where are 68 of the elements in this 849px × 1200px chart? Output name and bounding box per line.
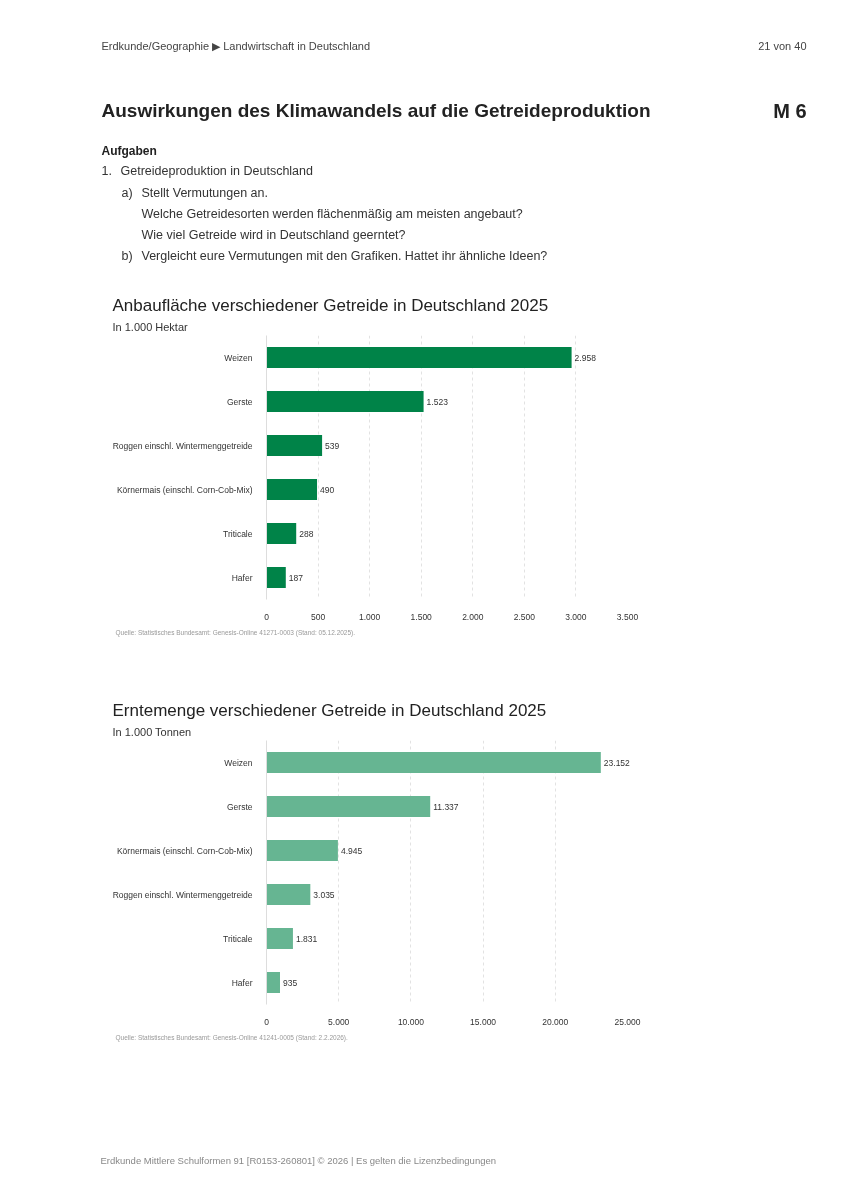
text: M 6 [773, 99, 807, 122]
text: 1. [101, 164, 112, 178]
y-tick-label: Weizen [224, 757, 253, 768]
data-label: 935 [283, 977, 298, 988]
text: Erdkunde/Geographie ▶ Landwirtschaft in Deutschland [101, 39, 370, 52]
text: b) [121, 248, 133, 263]
x-tick-label: 5.000 [328, 1016, 350, 1027]
text: Welche Getreidesorten werden flächenmäßig am meisten angebaut? [141, 206, 523, 221]
y-tick-label: Hafer [231, 572, 253, 583]
bar [266, 390, 424, 413]
text: a) [121, 185, 133, 200]
x-tick-label: 15.000 [470, 1016, 497, 1027]
y-tick-label: Hafer [231, 977, 253, 988]
y-tick-label: Körnermais (einschl. Corn-Cob-Mix) [116, 845, 253, 856]
bar [266, 795, 431, 818]
y-tick-label: Weizen [224, 352, 253, 363]
x-tick-label: 2.500 [513, 611, 536, 622]
x-tick-label: 500 [310, 611, 326, 622]
data-label: 11.337 [433, 801, 459, 812]
data-label: 4.945 [340, 845, 363, 856]
y-tick-label: Triticale [223, 933, 253, 944]
x-tick-label: 1.000 [359, 611, 381, 622]
text: In 1.000 Hektar [112, 320, 189, 333]
x-tick-label: 0 [264, 611, 270, 622]
bar [266, 751, 601, 774]
bar [266, 971, 280, 994]
text: Auswirkungen des Klimawandels auf die Getreideproduktion [101, 100, 651, 121]
x-tick-label: 10.000 [397, 1016, 425, 1027]
data-label: 539 [325, 440, 340, 451]
y-tick-label: Triticale [223, 528, 253, 539]
y-tick-label: Roggen einschl. Wintermenggetreide [112, 889, 253, 900]
bar [266, 346, 572, 369]
text: Stellt Vermutungen an. [141, 185, 268, 200]
x-tick-label: 25.000 [614, 1016, 641, 1027]
text: In 1.000 Tonnen [112, 725, 192, 738]
chart-title: Erntemenge verschiedener Getreide in Deutschland 2025 [112, 700, 547, 720]
text: 21 von 40 [758, 39, 807, 52]
text: Getreideproduktion in Deutschland [120, 163, 314, 178]
bar [266, 927, 293, 950]
x-tick-label: 20.000 [542, 1016, 569, 1027]
data-label: 490 [320, 484, 335, 495]
data-label: 1.523 [426, 396, 449, 407]
bar [266, 566, 286, 589]
data-label: 288 [299, 528, 314, 539]
data-label: 3.035 [313, 889, 335, 900]
y-tick-label: Gerste [226, 396, 253, 407]
y-tick-label: Gerste [226, 801, 253, 812]
data-label: 187 [288, 572, 304, 583]
data-label: 2.958 [574, 352, 597, 363]
text: Aufgaben [101, 143, 157, 158]
text: Erdkunde Mittlere Schulformen 91 [R0153-260801] © 2026 | Es gelten die Lizenzbedingungen [100, 1155, 497, 1166]
chart-title: Anbaufläche verschiedener Getreide in Deutschland 2025 [112, 295, 549, 315]
data-label: 1.831 [295, 933, 318, 944]
bar [266, 883, 311, 906]
x-tick-label: 1.500 [410, 611, 433, 622]
y-tick-label: Körnermais (einschl. Corn-Cob-Mix) [116, 484, 253, 495]
bar [266, 478, 318, 501]
x-tick-label: 2.000 [462, 611, 484, 622]
x-tick-label: 0 [264, 1016, 270, 1027]
bar [266, 839, 338, 862]
bar [266, 522, 297, 545]
text: Vergleicht eure Vermutungen mit den Grafiken. Hattet ihr ähnliche Ideen? [141, 248, 548, 263]
text: Wie viel Getreide wird in Deutschland geerntet? [141, 227, 406, 242]
x-tick-label: 3.500 [616, 611, 639, 622]
y-tick-label: Roggen einschl. Wintermenggetreide [112, 440, 253, 451]
bar [266, 434, 323, 457]
data-label: 23.152 [603, 757, 631, 768]
x-tick-label: 3.000 [565, 611, 587, 622]
